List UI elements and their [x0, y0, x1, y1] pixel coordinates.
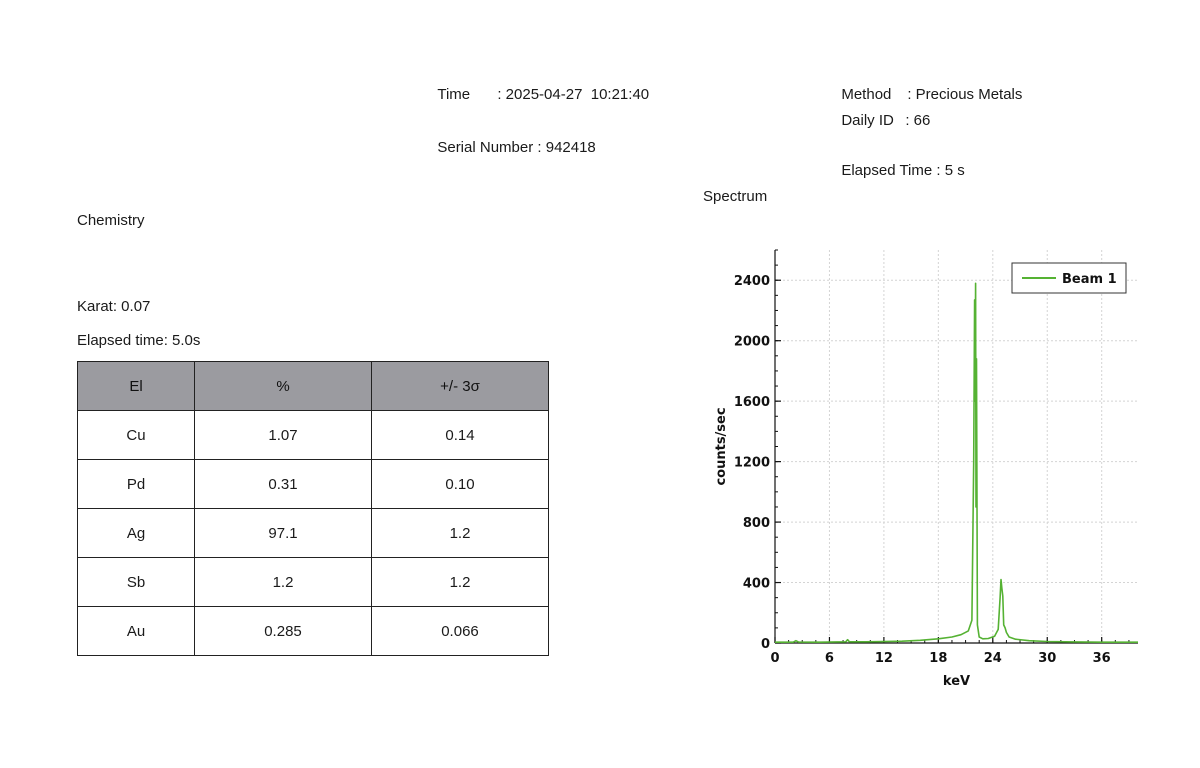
spectrum-title: Spectrum: [703, 188, 768, 205]
legend-label: Beam 1: [1062, 272, 1117, 287]
table-header-row: El % +/- 3σ: [77, 361, 549, 411]
element-cell: Sb: [77, 557, 195, 607]
percent-cell: 0.285: [194, 606, 372, 656]
chemistry-table: El % +/- 3σ Cu 1.07 0.14 Pd 0.31 0.10 Ag…: [77, 361, 549, 656]
uncertainty-cell: 0.10: [371, 459, 549, 509]
chart-grid: [775, 250, 1138, 643]
x-tick-label: 30: [1038, 651, 1056, 666]
table-row: Cu 1.07 0.14: [77, 410, 549, 460]
chemistry-title: Chemistry: [77, 212, 145, 229]
serial-number-value: : 942418: [537, 139, 596, 156]
karat-text: Karat: 0.07: [77, 298, 151, 315]
y-tick-label: 2400: [734, 274, 770, 289]
x-axis-label: keV: [943, 674, 970, 689]
uncertainty-cell: 1.2: [371, 557, 549, 607]
column-header-uncertainty: +/- 3σ: [371, 361, 549, 411]
uncertainty-cell: 1.2: [371, 508, 549, 558]
table-row: Au 0.285 0.066: [77, 606, 549, 656]
method-line: Method : Precious Metals: [833, 68, 1022, 104]
daily-id-value: : 66: [905, 112, 931, 129]
x-tick-label: 24: [984, 651, 1002, 666]
daily-id-label: Daily ID: [841, 112, 894, 129]
time-value: : 2025-04-27 10:21:40: [497, 86, 650, 103]
y-tick-label: 2000: [734, 335, 770, 350]
x-tick-label: 12: [875, 651, 893, 666]
x-tick-label: 0: [770, 651, 779, 666]
element-cell: Au: [77, 606, 195, 656]
spectrum-chart: 0 6 12 18 24 30 36 0 400 800 1200 1600 2000 2400 Beam…: [714, 249, 1138, 689]
elapsed-time-line: Elapsed Time : 5 s: [833, 144, 965, 180]
percent-cell: 97.1: [194, 508, 372, 558]
element-cell: Ag: [77, 508, 195, 558]
method-label: Method: [841, 86, 892, 103]
y-tick-label: 400: [743, 577, 770, 592]
uncertainty-cell: 0.14: [371, 410, 549, 460]
percent-cell: 0.31: [194, 459, 372, 509]
elapsed-time-text: Elapsed time: 5.0s: [77, 332, 201, 349]
serial-number-label: Serial Number: [437, 139, 534, 156]
daily-id-line: Daily ID : 66: [833, 94, 930, 130]
time-line: Time : 2025-04-27 10:21:40: [429, 68, 649, 104]
time-label: Time: [437, 86, 471, 103]
chart-legend: Beam 1: [1011, 262, 1127, 294]
table-row: Ag 97.1 1.2: [77, 508, 549, 558]
elapsed-time-value: : 5 s: [936, 162, 965, 179]
table-row: Pd 0.31 0.10: [77, 459, 549, 509]
y-tick-label: 1200: [734, 456, 770, 471]
x-tick-label: 36: [1093, 651, 1111, 666]
percent-cell: 1.2: [194, 557, 372, 607]
table-row: Sb 1.2 1.2: [77, 557, 549, 607]
x-tick-label: 6: [825, 651, 834, 666]
y-tick-label: 0: [761, 637, 770, 652]
series-line-beam-1: [775, 282, 1138, 644]
chart-ticks: 0 6 12 18 24 30 36 0 400 800 1200 1600 2000 2400: [734, 249, 1130, 666]
column-header-percent: %: [194, 361, 372, 411]
y-tick-label: 800: [743, 516, 770, 531]
y-axis-label: counts/sec: [714, 407, 729, 485]
percent-cell: 1.07: [194, 410, 372, 460]
x-tick-label: 18: [929, 651, 947, 666]
column-header-element: El: [77, 361, 195, 411]
y-tick-label: 1600: [734, 395, 770, 410]
element-cell: Pd: [77, 459, 195, 509]
element-cell: Cu: [77, 410, 195, 460]
method-value: : Precious Metals: [907, 86, 1023, 103]
serial-number-line: Serial Number : 942418: [429, 121, 596, 157]
elapsed-time-label: Elapsed Time: [841, 162, 933, 179]
chart-series: [775, 282, 1138, 644]
uncertainty-cell: 0.066: [371, 606, 549, 656]
